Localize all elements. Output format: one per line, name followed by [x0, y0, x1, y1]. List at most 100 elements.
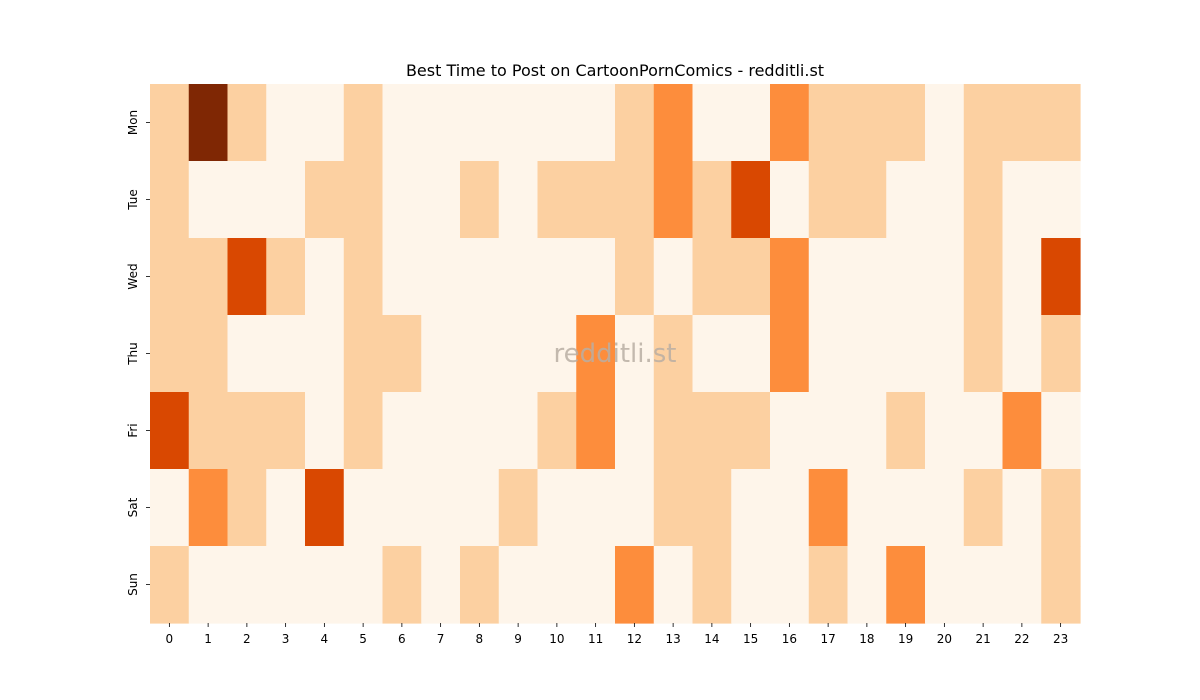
x-tick-label: 6 [398, 632, 406, 646]
heatmap-cell-mon-4 [305, 84, 345, 162]
y-tick-label: Wed [126, 263, 140, 289]
heatmap-cell-sun-1 [188, 546, 229, 624]
x-tick-label: 16 [782, 632, 797, 646]
heatmap-cell-fri-13 [653, 392, 694, 470]
heatmap-cell-wed-18 [847, 238, 887, 316]
heatmap-cell-sun-0 [150, 546, 190, 624]
heatmap-cell-sat-19 [886, 469, 926, 547]
heatmap-cell-fri-21 [963, 392, 1004, 470]
heatmap-cell-sat-1 [188, 469, 229, 547]
heatmap-cell-fri-17 [808, 392, 849, 470]
heatmap-cell-tue-0 [150, 161, 190, 239]
heatmap-cell-wed-5 [343, 238, 384, 316]
heatmap-cell-wed-10 [537, 238, 577, 316]
heatmap-cell-tue-17 [808, 161, 849, 239]
heatmap-cell-sat-8 [460, 469, 500, 547]
y-axis: Mon Tue Wed Thu Fri Sat Sun [126, 110, 150, 596]
x-tick-label: 9 [514, 632, 522, 646]
heatmap-cell-sun-7 [421, 546, 461, 624]
heatmap-cell-mon-21 [963, 84, 1004, 162]
x-tick-label: 23 [1053, 632, 1068, 646]
heatmap-cell-thu-18 [847, 315, 887, 393]
heatmap-cell-fri-10 [537, 392, 577, 470]
x-tick-label: 1 [204, 632, 212, 646]
heatmap-cell-tue-14 [692, 161, 732, 239]
heatmap-cell-thu-14 [692, 315, 732, 393]
heatmap-cell-tue-12 [615, 161, 655, 239]
heatmap-cell-wed-11 [576, 238, 616, 316]
heatmap-cell-mon-11 [576, 84, 616, 162]
heatmap-cell-thu-5 [343, 315, 384, 393]
heatmap-cell-sat-4 [305, 469, 345, 547]
heatmap-cell-sun-17 [808, 546, 849, 624]
x-tick-label: 17 [820, 632, 835, 646]
heatmap-cell-wed-19 [886, 238, 926, 316]
heatmap-cell-thu-16 [770, 315, 810, 393]
x-tick-label: 2 [243, 632, 251, 646]
heatmap-cell-sun-8 [460, 546, 500, 624]
heatmap-cell-sat-2 [227, 469, 267, 547]
heatmap-cell-sun-9 [498, 546, 539, 624]
y-tick-label: Sat [126, 497, 140, 517]
x-tick-label: 22 [1014, 632, 1029, 646]
heatmap-cell-sun-23 [1041, 546, 1081, 624]
heatmap-cell-fri-12 [615, 392, 655, 470]
y-tick-label: Fri [126, 423, 140, 437]
heatmap-cell-tue-18 [847, 161, 887, 239]
x-tick-label: 8 [476, 632, 484, 646]
heatmap-cell-fri-8 [460, 392, 500, 470]
x-tick-label: 12 [627, 632, 642, 646]
heatmap-cell-sat-7 [421, 469, 461, 547]
heatmap-cell-wed-3 [266, 238, 306, 316]
heatmap-cell-fri-2 [227, 392, 267, 470]
heatmap-cell-tue-2 [227, 161, 267, 239]
heatmap-cell-tue-21 [963, 161, 1004, 239]
heatmap-cell-mon-6 [382, 84, 422, 162]
heatmap-cell-sat-22 [1002, 469, 1042, 547]
heatmap-cell-fri-11 [576, 392, 616, 470]
heatmap-cell-mon-22 [1002, 84, 1042, 162]
heatmap-cell-thu-20 [925, 315, 965, 393]
heatmap-cell-fri-19 [886, 392, 926, 470]
heatmap-cell-mon-12 [615, 84, 655, 162]
heatmap-cell-mon-18 [847, 84, 887, 162]
heatmap-cell-sat-3 [266, 469, 306, 547]
heatmap-cell-wed-20 [925, 238, 965, 316]
heatmap-cell-sat-23 [1041, 469, 1081, 547]
heatmap-cell-thu-13 [653, 315, 694, 393]
heatmap-cell-fri-18 [847, 392, 887, 470]
heatmap-cell-fri-9 [498, 392, 539, 470]
heatmap-cell-mon-13 [653, 84, 694, 162]
heatmap-cell-tue-1 [188, 161, 229, 239]
heatmap-cell-wed-16 [770, 238, 810, 316]
heatmap-cell-fri-20 [925, 392, 965, 470]
heatmap-cell-sat-18 [847, 469, 887, 547]
heatmap-cell-thu-4 [305, 315, 345, 393]
heatmap-cell-mon-14 [692, 84, 732, 162]
heatmap-cell-sat-13 [653, 469, 694, 547]
y-tick-label: Thu [126, 342, 140, 366]
heatmap-cell-mon-16 [770, 84, 810, 162]
heatmap-cell-sat-10 [537, 469, 577, 547]
heatmap-cell-mon-0 [150, 84, 190, 162]
heatmap-cell-sun-2 [227, 546, 267, 624]
heatmap-cell-fri-0 [150, 392, 190, 470]
heatmap-cell-mon-20 [925, 84, 965, 162]
y-tick-label: Sun [126, 573, 140, 596]
heatmap-cell-mon-19 [886, 84, 926, 162]
heatmap-cell-thu-23 [1041, 315, 1081, 393]
heatmap-cell-tue-15 [731, 161, 771, 239]
heatmap-cell-wed-12 [615, 238, 655, 316]
heatmap-cell-tue-23 [1041, 161, 1081, 239]
heatmap-cell-fri-6 [382, 392, 422, 470]
heatmap-cell-mon-9 [498, 84, 539, 162]
heatmap-cell-sat-6 [382, 469, 422, 547]
heatmap-cell-thu-11 [576, 315, 616, 393]
heatmap-cell-thu-22 [1002, 315, 1042, 393]
heatmap-cell-mon-17 [808, 84, 849, 162]
x-tick-label: 21 [975, 632, 990, 646]
heatmap-cell-sun-16 [770, 546, 810, 624]
heatmap-cell-tue-9 [498, 161, 539, 239]
